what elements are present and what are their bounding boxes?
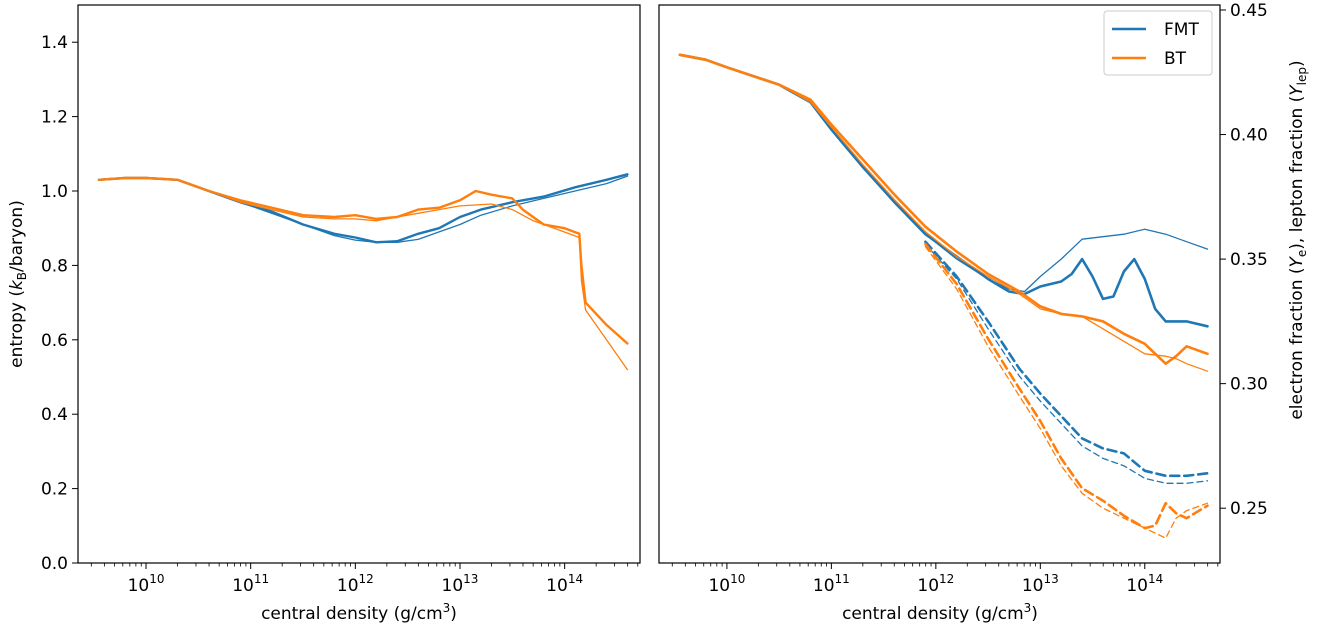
y-tick-label: 0.4: [41, 405, 68, 425]
series-line-2: [924, 240, 1209, 478]
series-line-7: [924, 245, 1209, 539]
y-tick-label: 1.0: [41, 182, 68, 202]
y-tick-label: 0.0: [41, 554, 68, 574]
series-line-3: [924, 243, 1209, 484]
left-x-axis-label: central density (g/cm3): [261, 601, 457, 624]
right-y-ticks: 0.25 0.30 0.35 0.40 0.45: [1220, 1, 1268, 519]
legend-bt-label: BT: [1164, 49, 1187, 69]
y-tick-label: 0.40: [1230, 126, 1268, 146]
x-tick-label: 1012: [917, 572, 954, 596]
x-tick-label: 1011: [232, 572, 269, 596]
y-tick-label: 0.25: [1230, 499, 1268, 519]
y-tick-label: 0.8: [41, 256, 68, 276]
x-tick-label: 1014: [1126, 572, 1163, 596]
y-tick-label: 0.45: [1230, 1, 1268, 21]
right-x-ticks: 1010 1011 1012 1013 1014: [671, 563, 1219, 596]
fraction-panel: 0.250.300.350.400.45 1010 1011 1012 1013 101…: [658, 1, 1309, 624]
right-y-axis-label: electron fraction (Ye), lepton fraction …: [1287, 60, 1309, 419]
x-tick-label: 1013: [1022, 572, 1059, 596]
left-x-ticks: 1010 1011 1012 1013 1014: [90, 563, 639, 596]
legend: FMT BT: [1103, 10, 1213, 76]
y-tick-label: 0.30: [1230, 375, 1268, 395]
entropy-panel: 0.00.20.40.60.81.01.21.4 1010 1011 1012 101…: [7, 4, 641, 624]
x-tick-label: 1012: [337, 572, 374, 596]
y-tick-label: 0.35: [1230, 250, 1268, 270]
left-series-group: [97, 173, 629, 371]
bt-series-line-2: [97, 176, 629, 345]
series-line-3: [98, 177, 629, 371]
left-y-axis-label: entropy (kB/baryon): [7, 200, 29, 368]
y-tick-label: 0.6: [41, 331, 68, 351]
right-x-axis-label: central density (g/cm3): [842, 601, 1038, 624]
x-tick-label: 1014: [546, 572, 583, 596]
series-line-1: [679, 54, 1209, 293]
series-line-6: [924, 242, 1209, 530]
right-plot-frame: [658, 4, 1221, 564]
x-tick-label: 1011: [813, 572, 850, 596]
series-line-5: [679, 54, 1209, 372]
x-tick-label: 1010: [708, 572, 745, 596]
left-y-ticks: 0.0 0.2 0.4 0.6 0.8 1.0 1.2 1.4: [41, 33, 78, 574]
x-tick-label: 1010: [128, 572, 165, 596]
fmt-series-line-0: [97, 173, 629, 244]
left-plot-frame: [77, 4, 641, 564]
bt-series-line-4: [678, 53, 1209, 365]
y-tick-label: 0.2: [41, 480, 68, 500]
right-series-group: [678, 53, 1209, 539]
series-line-1: [98, 175, 629, 243]
x-tick-label: 1013: [442, 572, 479, 596]
legend-fmt-label: FMT: [1164, 20, 1199, 40]
y-tick-label: 1.2: [41, 108, 68, 128]
y-tick-label: 1.4: [41, 33, 68, 53]
fmt-series-line-0: [678, 53, 1209, 328]
